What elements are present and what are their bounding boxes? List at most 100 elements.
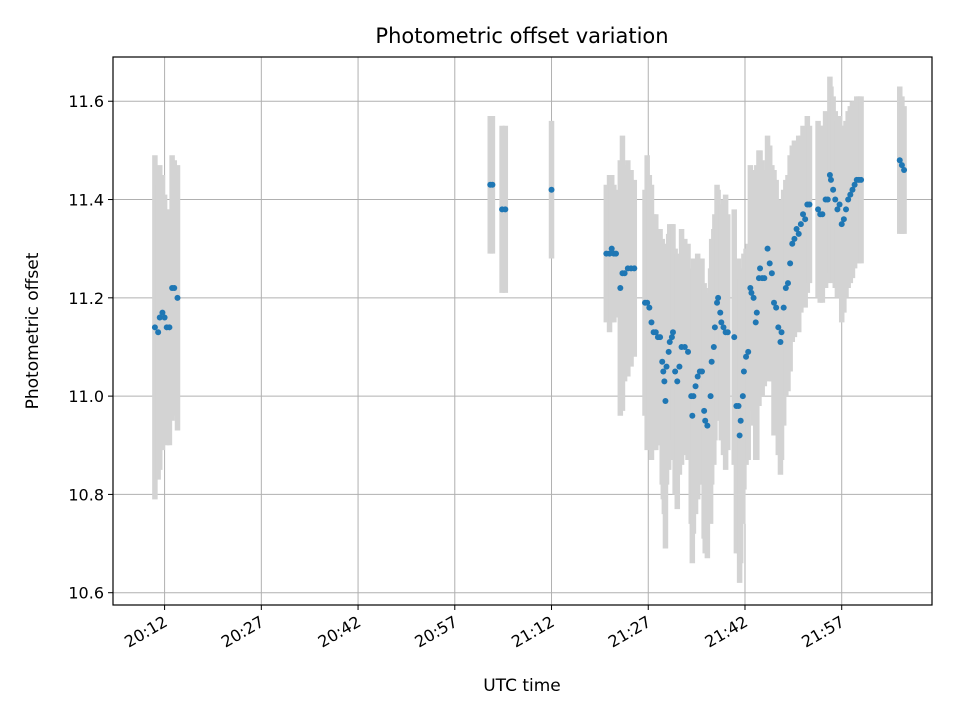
data-point [613,250,620,257]
data-point [489,181,496,188]
data-point [660,368,667,375]
x-axis-label: UTC time [483,676,561,696]
data-point [832,196,839,203]
data-point [745,348,752,355]
y-tick-label: 10.8 [68,485,104,504]
data-point [793,226,800,233]
data-point [685,348,692,355]
data-point [707,393,714,400]
y-tick-label: 10.6 [68,584,104,603]
data-point [901,167,908,174]
chart-title: Photometric offset variation [375,24,668,48]
data-point [151,324,158,331]
data-point [830,186,837,193]
data-point [690,393,697,400]
data-point [858,176,865,183]
data-point [711,324,718,331]
data-point [720,324,727,331]
data-point [768,270,775,277]
y-tick-label: 11.4 [68,191,104,210]
data-point [847,191,854,198]
data-point [708,358,715,365]
data-point [718,319,725,326]
data-point [840,216,847,223]
data-point [694,373,701,380]
data-point [156,314,163,321]
data-point [735,402,742,409]
data-point [838,221,845,228]
data-point [815,206,822,213]
data-point [631,265,638,272]
data-point [646,304,653,311]
data-point [778,329,785,336]
data-point [750,294,757,301]
data-point [666,339,673,346]
data-point [502,206,509,213]
data-point [834,206,841,213]
data-point [896,157,903,164]
data-point [795,230,802,237]
data-point [648,319,655,326]
data-point [166,324,173,331]
data-point [806,201,813,208]
data-point [159,309,166,316]
data-point [702,417,709,424]
data-point [743,353,750,360]
data-point [773,304,780,311]
data-point [606,250,613,257]
data-point [766,260,773,267]
data-point [737,417,744,424]
data-point [548,186,555,193]
y-tick-label: 11.6 [68,92,104,111]
data-point [757,265,764,272]
data-point [753,309,760,316]
data-point [714,299,721,306]
y-axis: 10.6 10.8 11.0 11.2 11.4 11.6 [68,92,113,603]
data-point [819,211,826,218]
data-point [826,171,833,178]
data-point [748,289,755,296]
data-point [761,275,768,282]
data-point [836,201,843,208]
y-axis-label: Photometric offset [23,252,43,409]
data-point [827,176,834,183]
data-point [659,358,666,365]
data-point [681,343,688,350]
data-point [665,348,672,355]
data-point [787,260,794,267]
y-tick-label: 11.0 [68,387,104,406]
data-point [676,363,683,370]
data-point [715,294,722,301]
data-point [672,368,679,375]
data-point [843,206,850,213]
data-point [669,329,676,336]
data-point [898,162,905,169]
data-point [698,368,705,375]
data-point [780,304,787,311]
data-point [752,319,759,326]
data-point [608,245,615,252]
data-point [701,407,708,414]
data-point [657,334,664,341]
data-point [617,284,624,291]
data-point [652,329,659,336]
data-point [775,324,782,331]
data-point [717,309,724,316]
data-point [662,398,669,405]
data-point [739,393,746,400]
data-point [845,196,852,203]
data-point [764,245,771,252]
data-point [704,422,711,429]
data-point [791,235,798,242]
data-point [777,339,784,346]
data-point [692,383,699,390]
data-point [797,221,804,228]
data-point [784,280,791,287]
data-point [747,284,754,291]
data-point [789,240,796,247]
data-point [663,363,670,370]
data-point [174,294,181,301]
data-point [674,378,681,385]
